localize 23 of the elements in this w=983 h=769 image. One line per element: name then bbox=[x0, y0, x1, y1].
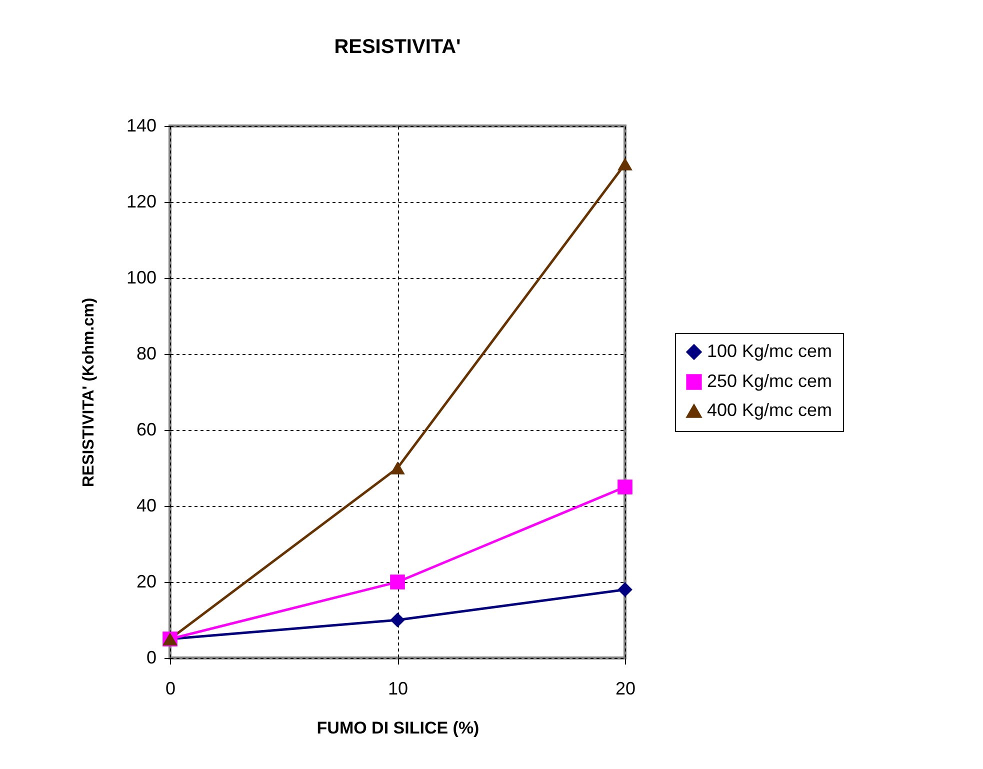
legend-label: 100 Kg/mc cem bbox=[707, 341, 832, 361]
y-tick-label: 40 bbox=[136, 496, 156, 516]
x-axis-title: FUMO DI SILICE (%) bbox=[316, 718, 480, 738]
y-tick-label: 100 bbox=[126, 268, 156, 288]
y-tick-label: 80 bbox=[136, 344, 156, 364]
point bbox=[390, 612, 405, 628]
point bbox=[618, 158, 632, 170]
y-tick-label: 60 bbox=[136, 420, 156, 440]
x-tick-label: 0 bbox=[165, 678, 176, 698]
y-axis-title: RESISTIVITA' (Kohm.cm) bbox=[80, 298, 98, 488]
x-tick-label: 10 bbox=[388, 678, 408, 698]
x-tick-label: 20 bbox=[615, 678, 636, 698]
point bbox=[390, 462, 405, 474]
y-tick-label: 20 bbox=[136, 572, 156, 592]
point bbox=[390, 574, 405, 590]
chart-title: RESISTIVITA' bbox=[334, 36, 461, 58]
legend-label: 400 Kg/mc cem bbox=[707, 400, 832, 420]
y-tick-label: 0 bbox=[146, 648, 156, 668]
y-tick-label: 120 bbox=[126, 192, 156, 212]
point bbox=[618, 582, 632, 598]
point bbox=[618, 480, 632, 494]
legend-label: 250 Kg/mc cem bbox=[707, 371, 832, 391]
y-tick-label: 140 bbox=[126, 116, 156, 136]
